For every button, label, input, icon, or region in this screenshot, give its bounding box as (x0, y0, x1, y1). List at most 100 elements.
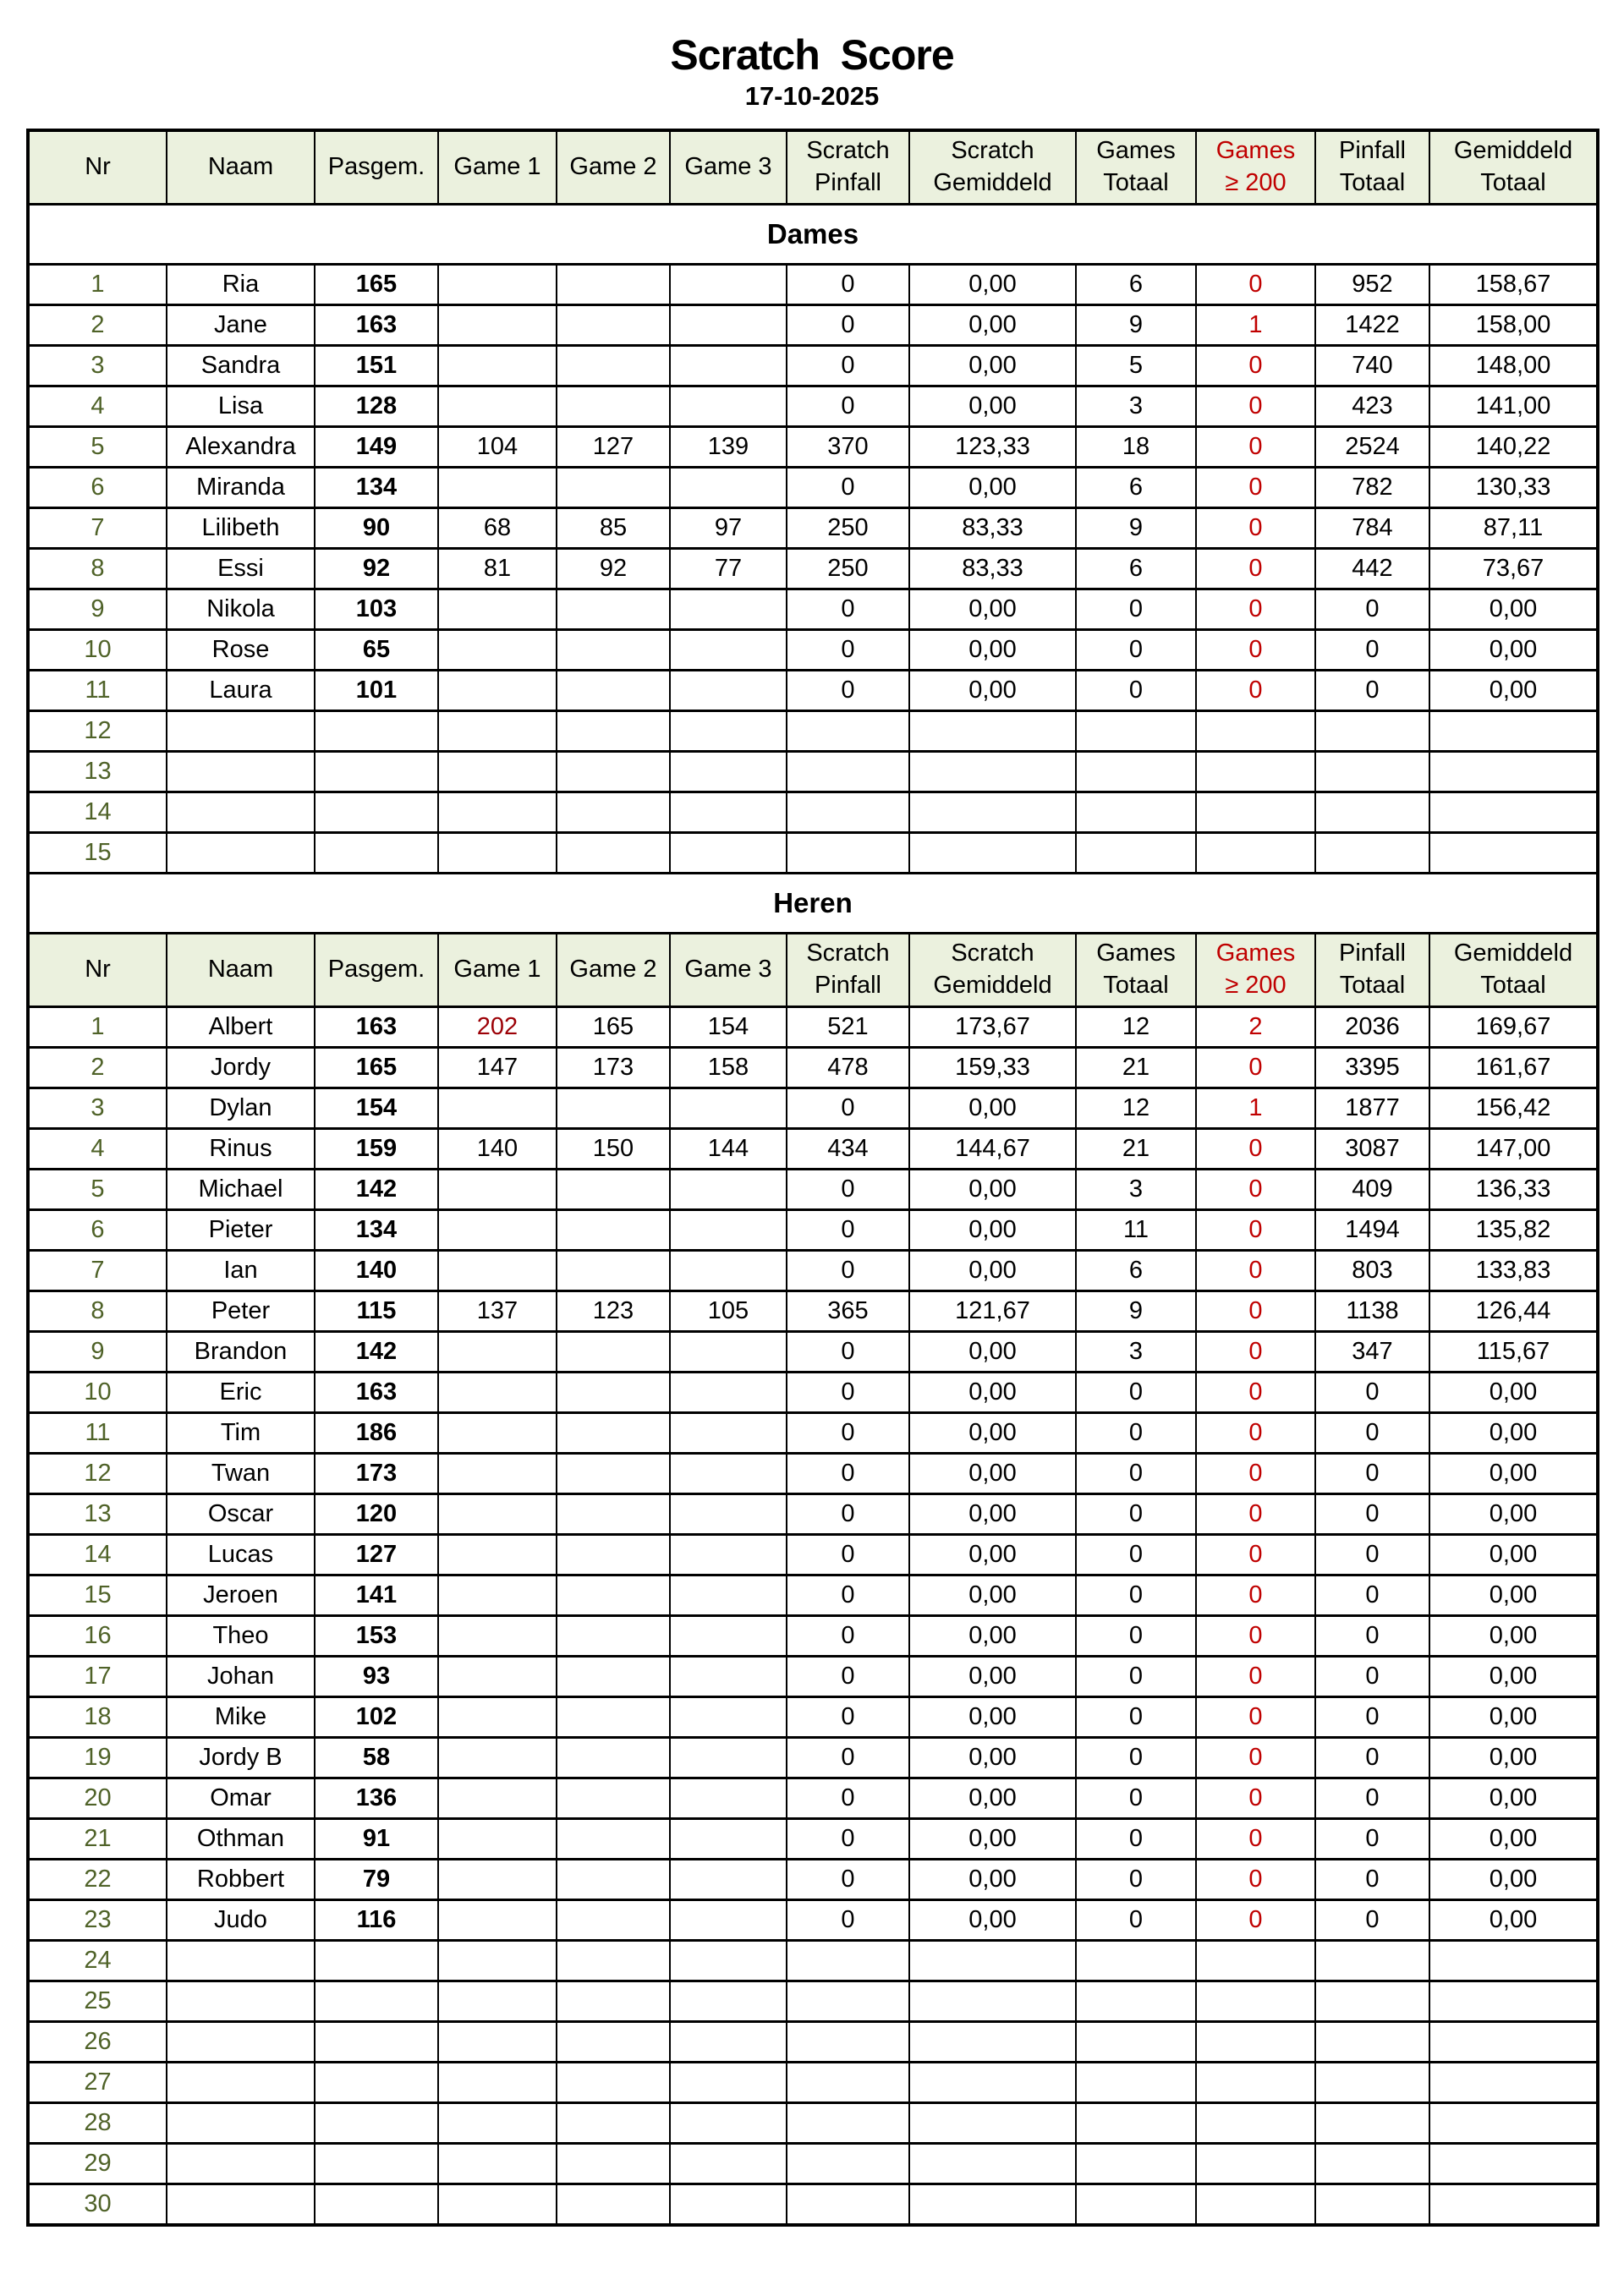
cell-gt: 0 (1075, 1899, 1197, 1942)
cell-nr: 2 (27, 304, 167, 347)
cell-gem: 0,00 (1429, 1858, 1599, 1901)
column-header-pt: Pinfall Totaal (1314, 932, 1430, 1008)
table-row: 4 Lisa 128 0 0,00 3 0 423 141,00 (27, 385, 1599, 428)
cell-sg: 0,00 (908, 628, 1077, 671)
cell-g3 (669, 1899, 787, 1942)
cell-g2 (556, 1452, 671, 1495)
cell-pt: 0 (1314, 1452, 1430, 1495)
cell-g1 (437, 344, 557, 387)
cell-gt: 21 (1075, 1046, 1197, 1089)
cell-naam: Lisa (166, 385, 315, 428)
cell-nr: 1 (27, 263, 167, 306)
cell-gem: 133,83 (1429, 1249, 1599, 1292)
cell-g200 (1195, 1980, 1316, 2023)
cell-g3: 144 (669, 1127, 787, 1170)
cell-pt (1314, 2101, 1430, 2145)
cell-pasgem: 65 (314, 628, 439, 671)
cell-g2 (556, 1696, 671, 1739)
table-row: 1 Ria 165 0 0,00 6 0 952 158,67 (27, 263, 1599, 306)
cell-pasgem: 115 (314, 1290, 439, 1333)
cell-g2 (556, 1939, 671, 1982)
cell-pasgem: 134 (314, 466, 439, 509)
table-row: 3 Dylan 154 0 0,00 12 1 1877 156,42 (27, 1087, 1599, 1130)
cell-gem: 0,00 (1429, 1614, 1599, 1658)
column-header-pt: Pinfall Totaal (1314, 129, 1430, 205)
cell-g3 (669, 1574, 787, 1617)
cell-gem: 136,33 (1429, 1168, 1599, 1211)
cell-g1 (437, 263, 557, 306)
cell-pasgem: 153 (314, 1614, 439, 1658)
table-row: 12 (27, 710, 1599, 753)
cell-sg (908, 2142, 1077, 2185)
cell-g3 (669, 1208, 787, 1252)
cell-gem (1429, 791, 1599, 834)
cell-g1 (437, 1655, 557, 1698)
cell-g200: 0 (1195, 1777, 1316, 1820)
cell-g200: 0 (1195, 1574, 1316, 1617)
cell-g2 (556, 1493, 671, 1536)
cell-naam: Rinus (166, 1127, 315, 1170)
table-row: 5 Alexandra 149 104 127 139 370 123,33 18 0 2524 14… (27, 425, 1599, 469)
table-row: 24 (27, 1939, 1599, 1982)
cell-g1 (437, 750, 557, 793)
table-row: 2 Jane 163 0 0,00 9 1 1422 158,00 (27, 304, 1599, 347)
cell-sg: 0,00 (908, 1655, 1077, 1698)
cell-sg: 0,00 (908, 1817, 1077, 1860)
cell-sg (908, 2183, 1077, 2227)
cell-gem: 0,00 (1429, 588, 1599, 631)
cell-nr: 9 (27, 588, 167, 631)
cell-nr: 22 (27, 1858, 167, 1901)
cell-pt (1314, 831, 1430, 874)
cell-nr: 11 (27, 1411, 167, 1455)
cell-sp: 0 (786, 669, 910, 712)
cell-g2 (556, 2101, 671, 2145)
cell-g3 (669, 1493, 787, 1536)
cell-sg: 0,00 (908, 588, 1077, 631)
cell-pt: 0 (1314, 1533, 1430, 1576)
cell-pt: 0 (1314, 1371, 1430, 1414)
column-header-gt: Games Totaal (1075, 932, 1197, 1008)
table-row: 26 (27, 2020, 1599, 2063)
cell-naam: Ian (166, 1249, 315, 1292)
cell-gt: 0 (1075, 669, 1197, 712)
cell-pasgem: 79 (314, 1858, 439, 1901)
cell-sg (908, 2101, 1077, 2145)
cell-g2 (556, 344, 671, 387)
cell-sp (786, 2020, 910, 2063)
cell-gem: 0,00 (1429, 1533, 1599, 1576)
cell-sp: 478 (786, 1046, 910, 1089)
cell-gt (1075, 2061, 1197, 2104)
cell-sp: 0 (786, 1330, 910, 1373)
cell-naam: Jordy B (166, 1736, 315, 1779)
cell-g2 (556, 831, 671, 874)
table-row: 21 Othman 91 0 0,00 0 0 0 0,00 (27, 1817, 1599, 1860)
cell-g2 (556, 2020, 671, 2063)
cell-pasgem: 165 (314, 1046, 439, 1089)
cell-g3 (669, 1249, 787, 1292)
cell-sp: 0 (786, 1614, 910, 1658)
table-row: 16 Theo 153 0 0,00 0 0 0 0,00 (27, 1614, 1599, 1658)
cell-pt: 740 (1314, 344, 1430, 387)
cell-gt: 11 (1075, 1208, 1197, 1252)
cell-nr: 13 (27, 1493, 167, 1536)
table-row: 19 Jordy B 58 0 0,00 0 0 0 0,00 (27, 1736, 1599, 1779)
cell-g2 (556, 1208, 671, 1252)
cell-pt: 1494 (1314, 1208, 1430, 1252)
cell-pt: 0 (1314, 1817, 1430, 1860)
cell-sp: 0 (786, 1899, 910, 1942)
cell-g2 (556, 588, 671, 631)
column-header-sg: Scratch Gemiddeld (908, 129, 1077, 205)
cell-g2 (556, 628, 671, 671)
cell-sp: 365 (786, 1290, 910, 1333)
cell-naam: Lucas (166, 1533, 315, 1576)
cell-naam (166, 2061, 315, 2104)
cell-pt: 409 (1314, 1168, 1430, 1211)
cell-sg (908, 791, 1077, 834)
column-header-sp: Scratch Pinfall (786, 932, 910, 1008)
cell-gt: 0 (1075, 1655, 1197, 1698)
cell-sp: 0 (786, 588, 910, 631)
cell-g3 (669, 1330, 787, 1373)
table-row: 20 Omar 136 0 0,00 0 0 0 0,00 (27, 1777, 1599, 1820)
cell-naam: Albert (166, 1006, 315, 1049)
cell-pt: 2036 (1314, 1006, 1430, 1049)
